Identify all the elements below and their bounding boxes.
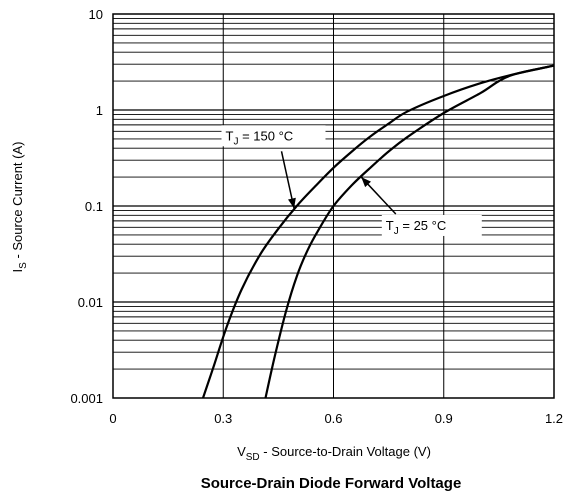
annotation-text: TJ = 25 °C [386, 218, 446, 237]
annotation-background [381, 214, 482, 236]
annotation-background [221, 125, 326, 147]
series-line-tj-150c [201, 64, 555, 399]
annotation-arrow-tj-25c [360, 176, 397, 215]
x-tick-labels: 0 0.3 0.6 0.9 1.2 [109, 411, 563, 426]
x-tick-label: 0.9 [435, 411, 453, 426]
y-tick-label: 1 [96, 103, 103, 118]
x-tick-label: 1.2 [545, 411, 563, 426]
annotation-arrow-tj-150c [280, 151, 296, 209]
y-tick-label: 0.001 [70, 391, 103, 406]
curve-annotations: TJ = 150 °C TJ = 25 °C [221, 125, 482, 237]
x-tick-label: 0.3 [214, 411, 232, 426]
series-line-tj-25c [264, 64, 555, 399]
annotation-tj-25c: TJ = 25 °C [381, 214, 482, 237]
annotation-tj-150c: TJ = 150 °C [221, 125, 326, 147]
x-tick-label: 0.6 [324, 411, 342, 426]
x-tick-label: 0 [109, 411, 116, 426]
data-curves [201, 64, 555, 399]
plot-frame [112, 13, 555, 399]
x-axis-label: VSD - Source-to-Drain Voltage (V) [237, 444, 431, 463]
chart-title: Source-Drain Diode Forward Voltage [201, 475, 462, 492]
y-tick-label: 10 [89, 7, 103, 22]
y-tick-label: 0.1 [85, 199, 103, 214]
y-axis-label: IS - Source Current (A) [10, 142, 29, 273]
y-tick-labels: 10 1 0.1 0.01 0.001 [70, 7, 103, 406]
y-tick-label: 0.01 [78, 295, 103, 310]
annotation-text: TJ = 150 °C [226, 128, 294, 147]
